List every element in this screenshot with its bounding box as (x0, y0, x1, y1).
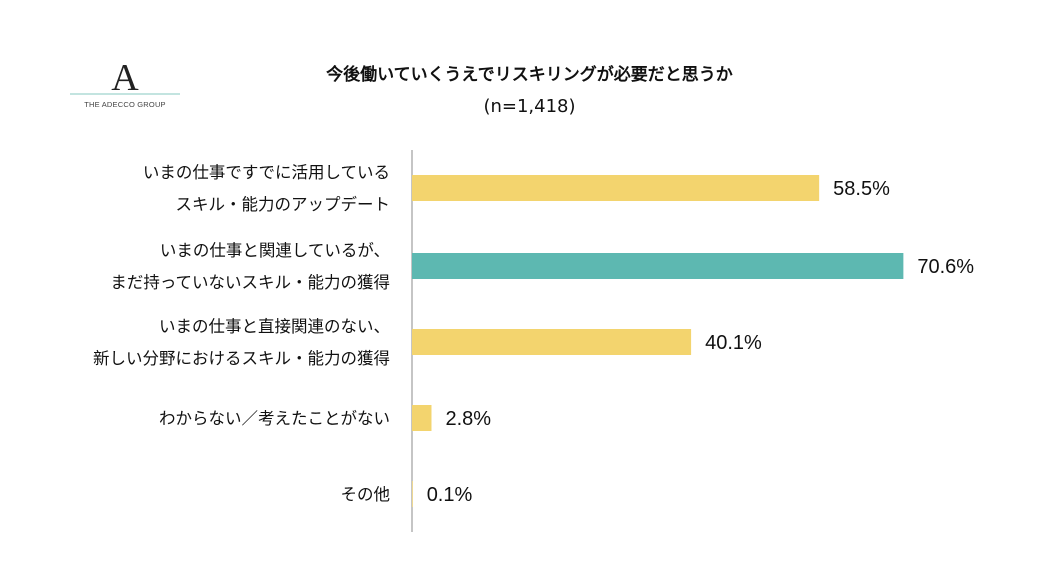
value-label-2: 40.1% (705, 332, 762, 354)
bar-0 (412, 175, 820, 201)
category-label-1-line-1: まだ持っていないスキル・能力の獲得 (110, 273, 390, 292)
value-label-4: 0.1% (427, 484, 473, 506)
adecco-logo: A (70, 57, 180, 116)
logo-text: THE ADECCO GROUP (84, 100, 166, 109)
category-label-0-line-1: スキル・能力のアップデート (176, 194, 391, 214)
category-label-3-line-0: わからない／考えたことがない (159, 409, 390, 428)
logo-mark: A (111, 60, 139, 99)
bar-2 (412, 329, 692, 355)
value-label-0: 58.5% (833, 178, 890, 200)
chart-title: 今後働いていくうえでリスキリングが必要だと思うか (326, 65, 733, 85)
category-label-2-line-0: いまの仕事と直接関連のない、 (159, 317, 390, 336)
category-label-4-line-0: その他 (341, 485, 391, 504)
bar-3 (412, 405, 432, 431)
category-label-1-line-0: いまの仕事と関連しているが、 (160, 241, 390, 260)
value-label-1: 70.6% (917, 256, 974, 278)
category-label-0-line-0: いまの仕事ですでに活用している (143, 163, 390, 182)
value-label-3: 2.8% (445, 408, 491, 430)
chart-subtitle: (n=1,418) (483, 96, 576, 117)
category-label-2-line-1: 新しい分野におけるスキル・能力の獲得 (93, 349, 390, 368)
bar-1 (412, 253, 904, 279)
bar-4 (412, 481, 413, 507)
